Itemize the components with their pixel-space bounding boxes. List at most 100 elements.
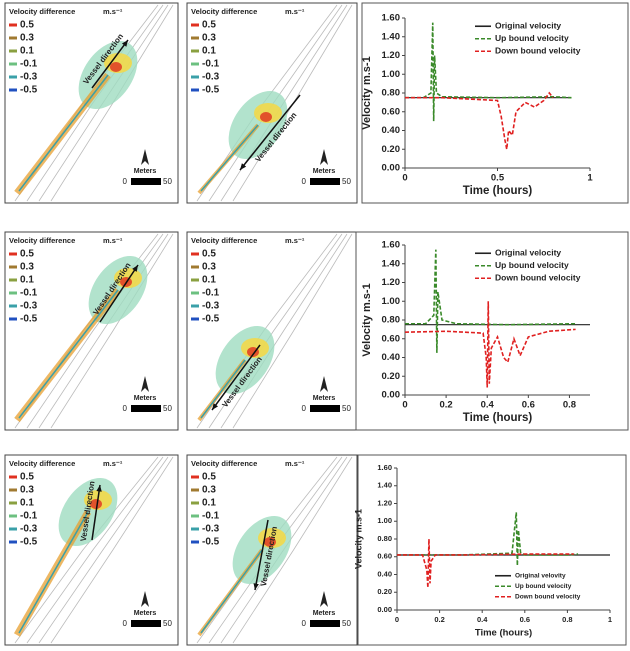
contour-line <box>232 233 353 429</box>
arrow-head <box>212 403 219 410</box>
series-line <box>397 538 574 588</box>
chart-frame <box>361 2 629 204</box>
legend-level: 0.5 <box>202 249 216 260</box>
contour-line <box>232 456 353 644</box>
arrow-head <box>96 485 102 492</box>
y-axis-label: Velocity m.s-1 <box>353 509 363 569</box>
legend-level: 0.1 <box>20 275 34 286</box>
y-tick-label: 0.80 <box>382 88 401 99</box>
scale-end: 50 <box>163 619 172 628</box>
scale-unit: Meters <box>134 395 157 402</box>
legend-unit: m.s⁻¹ <box>285 459 305 468</box>
legend-unit: m.s⁻¹ <box>103 459 123 468</box>
scale-unit: Meters <box>313 610 336 617</box>
direction-arrow <box>239 94 301 171</box>
legend-level: -0.3 <box>202 72 220 83</box>
scale-start: 0 <box>123 619 128 628</box>
legend-level: -0.5 <box>20 85 38 96</box>
legend-level: -0.5 <box>20 314 38 325</box>
legend-title: Velocity difference <box>191 236 257 245</box>
y-tick-label: 1.60 <box>377 463 392 472</box>
legend-level: -0.1 <box>202 511 220 522</box>
x-tick-label: 1 <box>608 615 612 624</box>
wake-core <box>200 124 259 192</box>
scale-bar <box>310 178 340 185</box>
legend-level: 0.3 <box>20 262 34 273</box>
y-tick-label: 1.20 <box>382 50 401 61</box>
x-tick-label: 0.4 <box>477 615 488 624</box>
legend-level: 0.3 <box>20 485 34 496</box>
legend-level: -0.1 <box>20 511 38 522</box>
legend-label: Original velovity <box>515 572 566 579</box>
legend-label: Up bound velocity <box>495 33 569 43</box>
y-tick-label: 0.00 <box>377 605 392 614</box>
y-tick-label: 0.00 <box>382 390 401 401</box>
scale-start: 0 <box>302 177 307 186</box>
y-tick-label: 0.20 <box>382 371 401 382</box>
wake-core <box>200 549 263 634</box>
contour-line <box>38 456 169 644</box>
x-tick-label: 0 <box>402 173 407 184</box>
legend-level: 0.5 <box>20 249 34 260</box>
x-tick-label: 0.6 <box>522 400 535 411</box>
legend-label: Down bound velocity <box>515 593 581 600</box>
field-blob <box>110 62 122 72</box>
y-tick-label: 1.00 <box>377 516 392 525</box>
scale-end: 50 <box>342 177 351 186</box>
wake-core <box>200 359 246 419</box>
y-tick-label: 0.00 <box>382 163 401 174</box>
scale-end: 50 <box>342 619 351 628</box>
legend-level: 0.5 <box>20 472 34 483</box>
y-tick-label: 0.80 <box>382 315 401 326</box>
x-tick-label: 0.6 <box>520 615 530 624</box>
legend-unit: m.s⁻¹ <box>285 236 305 245</box>
scale-bar <box>131 405 161 412</box>
y-tick-label: 1.00 <box>382 296 401 307</box>
legend-level: -0.1 <box>20 59 38 70</box>
contour-line <box>220 233 348 429</box>
legend-level: 0.3 <box>202 33 216 44</box>
legend-level: -0.5 <box>202 314 220 325</box>
series-line <box>405 91 554 150</box>
x-axis-label: Time (hours) <box>475 628 532 639</box>
wake-core <box>18 511 89 634</box>
scale-start: 0 <box>123 177 128 186</box>
legend-level: -0.1 <box>202 288 220 299</box>
legend-unit: m.s⁻¹ <box>103 236 123 245</box>
legend-level: -0.3 <box>20 524 38 535</box>
legend-level: 0.1 <box>20 498 34 509</box>
x-tick-label: 0.2 <box>434 615 444 624</box>
legend-label: Down bound velocity <box>495 273 581 283</box>
x-tick-label: 1 <box>587 173 593 184</box>
legend-title: Velocity difference <box>9 459 75 468</box>
legend-level: 0.3 <box>202 262 216 273</box>
direction-arrow <box>254 519 269 591</box>
chart-frame <box>355 231 629 431</box>
y-tick-label: 1.60 <box>382 240 401 251</box>
y-tick-label: 0.60 <box>377 552 392 561</box>
contour-line <box>26 456 164 644</box>
x-tick-label: 0 <box>402 400 407 411</box>
direction-arrow <box>91 39 129 89</box>
x-tick-label: 0.4 <box>481 400 495 411</box>
series-line <box>404 301 576 388</box>
field-blob <box>260 112 272 122</box>
north-arrow <box>141 591 149 607</box>
legend-title: Velocity difference <box>9 236 75 245</box>
legend-level: -0.3 <box>202 301 220 312</box>
legend-level: 0.5 <box>202 20 216 31</box>
scale-end: 50 <box>342 404 351 413</box>
direction-arrow <box>99 264 139 323</box>
x-axis-label: Time (hours) <box>463 185 533 197</box>
y-tick-label: 0.80 <box>377 534 392 543</box>
chart-frame <box>357 454 627 646</box>
y-tick-label: 0.20 <box>382 144 401 155</box>
arrow-head <box>253 583 259 590</box>
contour-line <box>14 456 159 644</box>
field-blob <box>90 499 102 509</box>
contour-line <box>38 233 169 429</box>
y-tick-label: 0.60 <box>382 106 401 117</box>
